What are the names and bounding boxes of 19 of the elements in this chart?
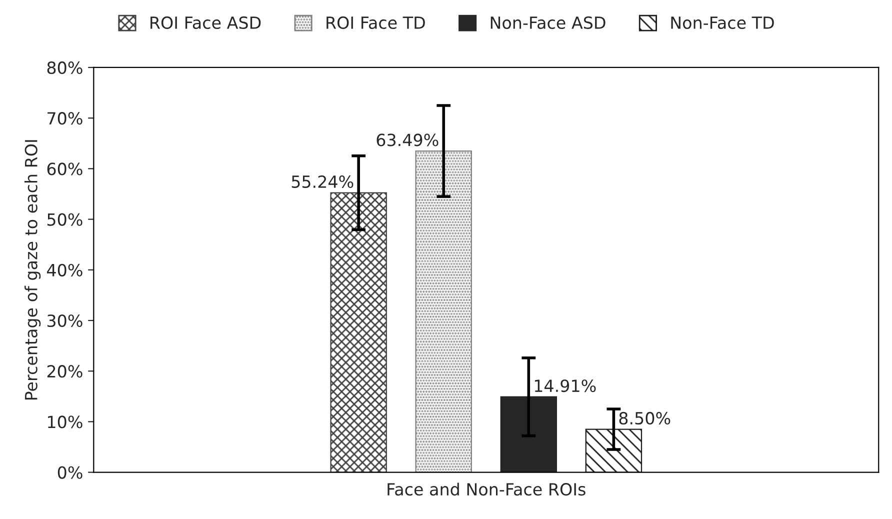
- data-label: 8.50%: [619, 412, 670, 425]
- data-label: 55.24%: [292, 175, 354, 188]
- y-tick-label: 70%: [48, 112, 82, 125]
- legend-label: ROI Face TD: [326, 16, 425, 29]
- y-tick-label: 60%: [47, 162, 82, 176]
- y-tick-label: 40%: [47, 264, 82, 276]
- data-label: 14.91%: [534, 379, 596, 392]
- y-tick-label: 50%: [47, 213, 82, 226]
- y-tick-label: 30%: [47, 314, 82, 328]
- legend-label: Non-Face ASD: [490, 16, 606, 29]
- y-tick-label: 10%: [48, 416, 82, 428]
- y-tick-label: 0%: [58, 466, 82, 479]
- data-label: 63.49%: [376, 134, 438, 146]
- y-tick-label: 80%: [47, 61, 82, 74]
- x-axis-title: Face and Non-Face ROIs: [388, 482, 586, 496]
- y-tick-label: 20%: [47, 365, 82, 378]
- legend-label: Non-Face TD: [671, 16, 774, 29]
- y-axis-title: Percentage of gaze to each ROI: [24, 140, 41, 400]
- legend-label: ROI Face ASD: [150, 16, 261, 29]
